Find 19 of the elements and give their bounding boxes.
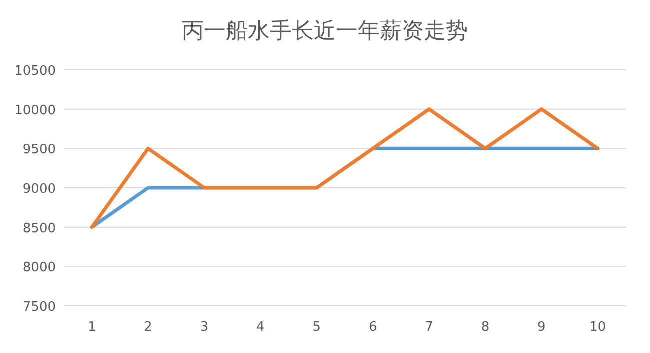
x-tick-label: 4 <box>256 320 265 335</box>
x-tick-label: 9 <box>538 320 546 335</box>
x-tick-label: 5 <box>312 320 322 335</box>
y-tick-label: 7500 <box>22 300 56 315</box>
y-tick-label: 10500 <box>14 64 56 79</box>
x-tick-label: 10 <box>590 320 606 335</box>
y-tick-label: 9000 <box>22 182 56 197</box>
y-tick-label: 9500 <box>22 142 56 158</box>
y-tick-label: 10000 <box>14 103 56 118</box>
line-series <box>90 108 600 230</box>
y-tick-label: 8000 <box>22 260 56 276</box>
x-tick-label: 6 <box>368 320 378 335</box>
y-tick-label: 8500 <box>22 221 56 236</box>
x-tick-label: 2 <box>144 320 152 335</box>
x-tick-label: 8 <box>481 320 490 335</box>
chart-title: 丙一船水手长近一年薪资走势 <box>182 19 468 44</box>
x-tick-label: 3 <box>200 320 209 335</box>
x-tick-label: 7 <box>425 320 434 335</box>
x-tick-label: 1 <box>88 320 96 335</box>
